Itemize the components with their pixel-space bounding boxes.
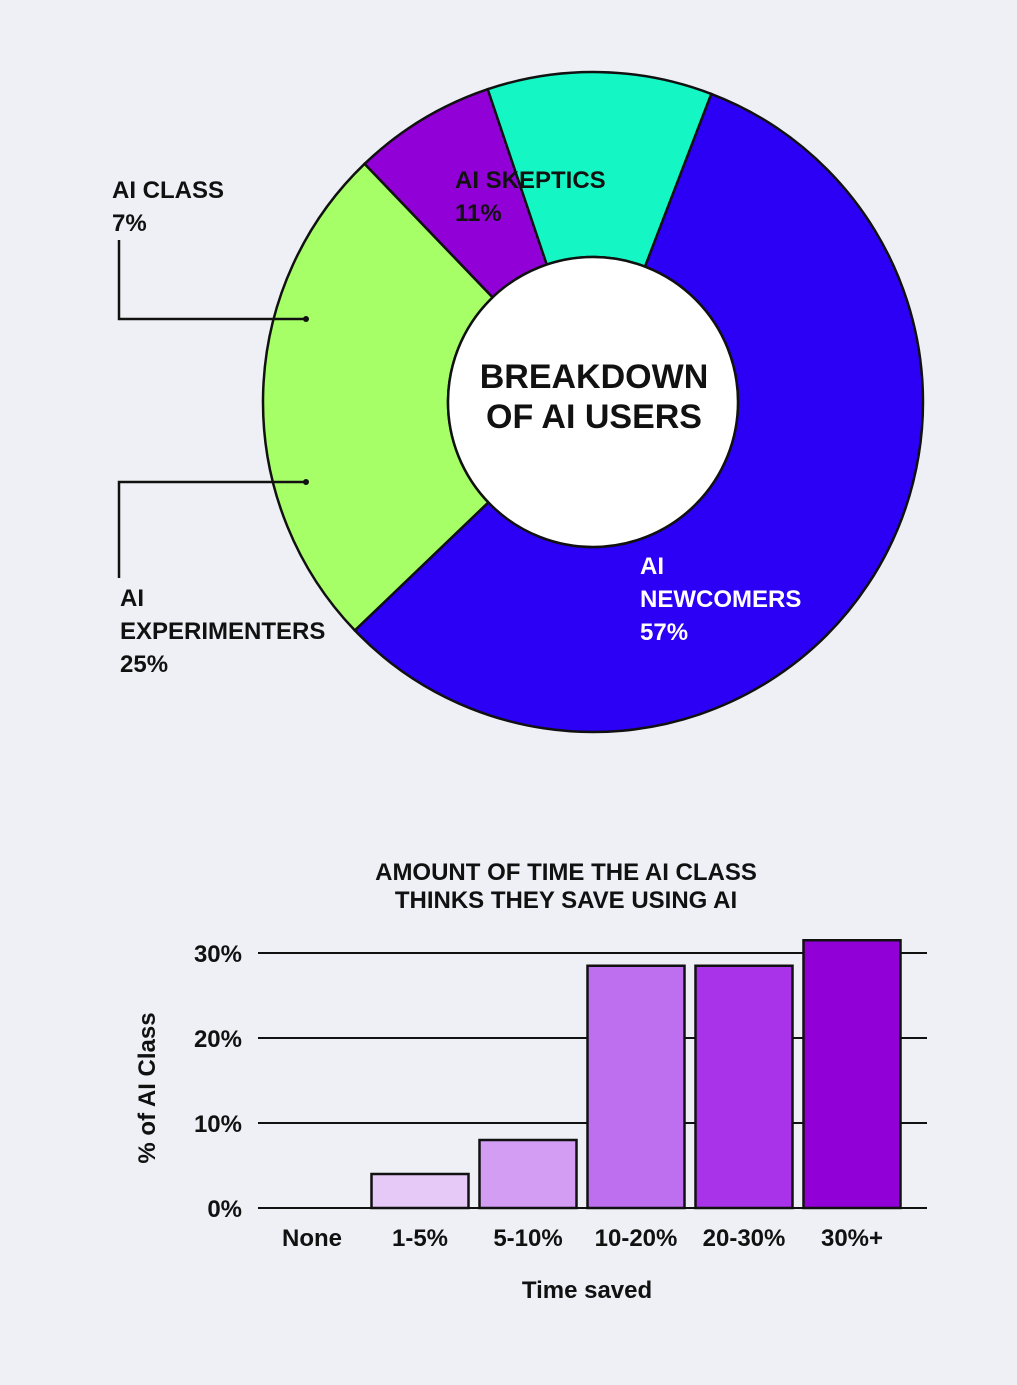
slice-percent-ai-newcomers: 57% — [640, 619, 688, 646]
y-axis-title: % of AI Class — [134, 1012, 161, 1163]
x-tick-label: None — [282, 1225, 342, 1252]
bar-20-30% — [694, 964, 794, 1210]
leader-dot-ai-experimenters — [303, 479, 309, 485]
leader-line-ai-experimenters — [117, 480, 306, 578]
donut-center-title: BREAKDOWN OF AI USERS — [480, 358, 709, 436]
donut-center-title-line: OF AI USERS — [486, 398, 702, 436]
slice-label-ai-class: AI CLASS 7% — [112, 177, 224, 237]
slice-name-line: NEWCOMERS — [640, 586, 801, 613]
donut-hole — [446, 255, 740, 549]
bar-10-20% — [586, 964, 686, 1210]
x-tick-label: 10-20% — [595, 1225, 678, 1252]
leader-dot-ai-class — [303, 316, 309, 322]
bar-chart-title: AMOUNT OF TIME THE AI CLASS THINKS THEY S… — [375, 859, 757, 914]
donut-chart: AI NEWCOMERS 57% AI EXPERIMENTERS 25% AI CLASS… — [112, 70, 925, 734]
x-tick-label: 20-30% — [703, 1225, 786, 1252]
slice-percent-ai-skeptics: 11% — [455, 200, 502, 227]
slice-name-line: AI — [120, 585, 144, 612]
bar-chart: AMOUNT OF TIME THE AI CLASS THINKS THEY S… — [134, 859, 927, 1304]
slice-name-line: AI CLASS — [112, 177, 224, 204]
donut-center-title-line: BREAKDOWN — [480, 358, 709, 396]
leader-line-ai-class — [117, 240, 306, 321]
y-tick-label: 0% — [207, 1196, 242, 1223]
x-tick-label: 5-10% — [493, 1225, 562, 1252]
slice-percent-ai-experimenters: 25% — [120, 651, 168, 678]
bar-1-5% — [370, 1172, 470, 1210]
bar-chart-title-line: AMOUNT OF TIME THE AI CLASS — [375, 859, 757, 886]
x-tick-label: 1-5% — [392, 1225, 448, 1252]
slice-label-ai-experimenters: AI EXPERIMENTERS 25% — [120, 585, 325, 678]
slice-name-line: EXPERIMENTERS — [120, 618, 325, 645]
y-tick-label: 30% — [194, 941, 242, 968]
slice-name-line: AI SKEPTICS — [455, 167, 606, 194]
x-tick-label: 30%+ — [821, 1225, 883, 1252]
bar-chart-title-line: THINKS THEY SAVE USING AI — [395, 887, 737, 914]
slice-name-line: AI — [640, 553, 664, 580]
slice-percent-ai-class: 7% — [112, 210, 147, 237]
slice-label-ai-skeptics: AI SKEPTICS 11% — [455, 167, 606, 227]
slice-label-ai-newcomers: AI NEWCOMERS 57% — [640, 553, 801, 646]
bar-30%+ — [802, 939, 902, 1210]
bar-5-10% — [478, 1138, 578, 1210]
y-tick-label: 10% — [194, 1111, 242, 1138]
y-tick-label: 20% — [194, 1026, 242, 1053]
x-axis-title: Time saved — [522, 1277, 652, 1304]
